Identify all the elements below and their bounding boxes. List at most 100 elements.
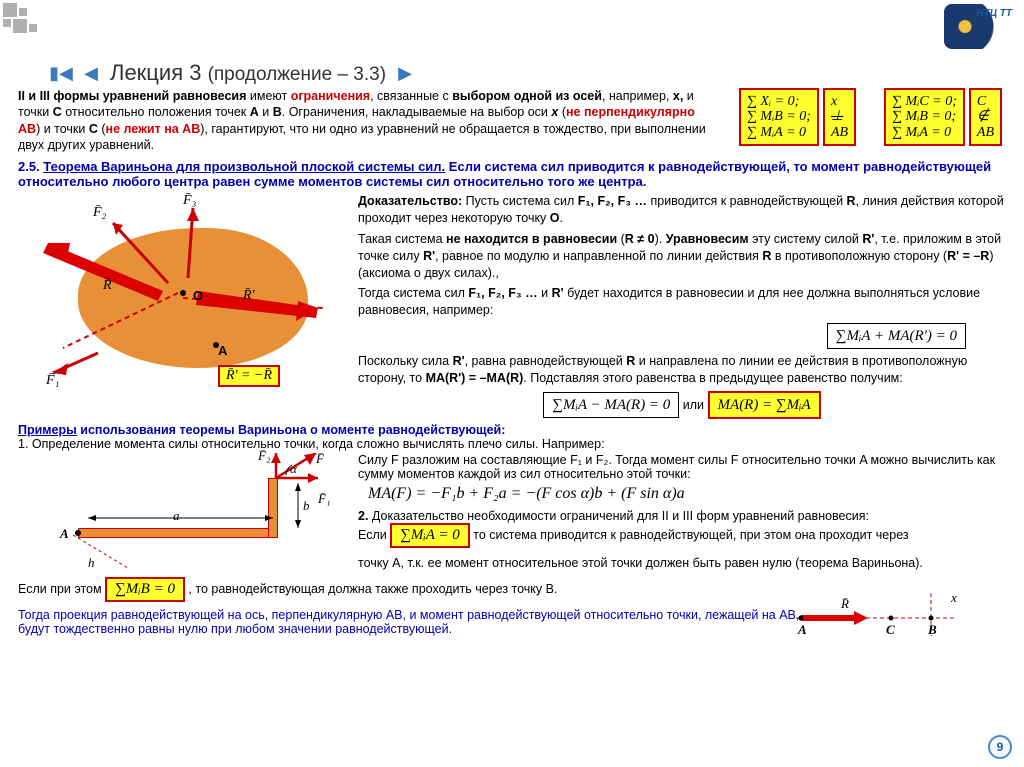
t: Теорема Вариньона для произвольной плоск…	[43, 159, 445, 174]
t: Примеры	[18, 423, 77, 437]
t: выбором одной из осей	[452, 89, 602, 103]
figure-beam: A a b h α F̄ F̄₁ F̄₂	[18, 453, 348, 573]
conclusion: Тогда проекция равнодействующей на ось, …	[18, 608, 818, 636]
vec-F: F̄	[316, 451, 324, 467]
t: теоремы Вариньона	[179, 423, 306, 437]
t: O	[550, 211, 560, 225]
logo	[944, 4, 1014, 49]
t: Тогда система сил	[358, 286, 468, 300]
pt-C: C	[886, 622, 895, 638]
t: и	[541, 286, 551, 300]
corner-decoration	[2, 2, 38, 34]
t: . Подставляя этого равенства в предыдуще…	[523, 371, 902, 385]
t: B	[273, 105, 282, 119]
t: о моменте равнодействующей:	[307, 423, 506, 437]
t: C	[89, 122, 98, 136]
t: , равное по модулю и направленной по лин…	[435, 249, 762, 263]
t: или	[679, 398, 707, 412]
t: Если при этом	[18, 582, 105, 596]
label-F1: F̄₁	[46, 373, 59, 389]
title-continuation: (продолжение – 3.3)	[208, 64, 386, 85]
t: R'	[423, 249, 435, 263]
t: ).	[655, 232, 666, 246]
example-1-heading: 1. Определение момента силы относительно…	[18, 437, 1006, 451]
t: 2.5.	[18, 159, 43, 174]
vec-R: R̄	[841, 596, 849, 612]
equation-mB: ∑MᵢB = 0	[105, 577, 185, 602]
nav-first-icon[interactable]: ▮◀	[50, 62, 72, 84]
t: в противоположную сторону (	[771, 249, 947, 263]
t: R'	[453, 354, 465, 368]
t: точку A, т.к. ее момент относительное эт…	[358, 556, 1006, 570]
theorem-heading: 2.5. Теорема Вариньона для произвольной …	[18, 159, 1006, 189]
dim-b: b	[303, 498, 310, 514]
vec-F1: F̄₁	[318, 491, 330, 507]
t: Пусть система сил	[466, 194, 578, 208]
t: относительно положения точек	[62, 105, 250, 119]
t: (	[617, 232, 625, 246]
equation-balance: ∑MᵢA + MA(R') = 0	[827, 323, 966, 349]
t: Поскольку сила	[358, 354, 453, 368]
equation-varignon: MA(R) = ∑MᵢA	[708, 391, 821, 419]
example-1-equation: MA(F) = −F₁b + F₂a = −(F cos α)b + (F si…	[368, 485, 1006, 503]
label-F3: F̄₃	[183, 193, 196, 209]
t: , равна равнодействующей	[465, 354, 627, 368]
pt-B: B	[928, 622, 937, 638]
t: не находится в равновесии	[446, 232, 617, 246]
t: . Ограничения, накладываемые на выбор ос…	[282, 105, 552, 119]
t: имеют	[246, 89, 290, 103]
t: F₁, F₂, F₃ …	[468, 286, 541, 300]
label-F2: F̄₂	[93, 205, 106, 221]
t: не лежит на AB	[106, 122, 201, 136]
t: приводится к равнодействующей	[647, 194, 847, 208]
pt-A: A	[798, 622, 807, 638]
t: R	[847, 194, 856, 208]
t: использования	[77, 423, 180, 437]
page-title: Лекция 3 (продолжение – 3.3)	[110, 60, 386, 86]
t: Доказательство:	[358, 194, 466, 208]
point-A: A	[60, 526, 69, 542]
axis-x: x	[951, 590, 957, 606]
label-R: R̄	[103, 278, 112, 294]
equation-mA: ∑MᵢA = 0	[390, 523, 470, 548]
t: Уравновесим	[666, 232, 749, 246]
t: 2.	[358, 509, 368, 523]
vec-F2: F̄₂	[258, 448, 270, 464]
figure-force-system: F̄₁ F̄₂ F̄₃ R̄ R̄' O A R̄' = −R̄	[18, 193, 348, 403]
label-Rprime: R̄'	[243, 288, 255, 304]
t: (	[558, 105, 566, 119]
nav-next-icon[interactable]: ▶	[394, 62, 416, 84]
figure-equation: R̄' = −R̄	[218, 365, 280, 387]
t: II и III формы уравнений равновесия	[18, 89, 246, 103]
t: , то равнодействующая должна также прохо…	[185, 582, 558, 596]
page-number: 9	[988, 735, 1012, 759]
dim-h: h	[88, 555, 95, 571]
t: , связанные с	[370, 89, 452, 103]
t: R'	[552, 286, 564, 300]
t: MA(R') = –MA(R)	[426, 371, 524, 385]
dim-a: a	[173, 508, 180, 524]
nav-prev-icon[interactable]: ◀	[80, 62, 102, 84]
t: F₁, F₂, F₃ …	[578, 194, 647, 208]
t: R' = –R	[947, 249, 989, 263]
t: A	[250, 105, 259, 119]
title-main: Лекция 3	[110, 60, 208, 85]
t: Если	[358, 528, 390, 542]
t: и	[259, 105, 273, 119]
t: ) и точки	[36, 122, 89, 136]
figure-line-AB: A C B R̄ x	[786, 588, 966, 638]
t: ограничения	[291, 89, 370, 103]
angle-alpha: α	[290, 461, 297, 477]
point-O: O	[193, 288, 203, 303]
t: x,	[673, 89, 683, 103]
t: R'	[862, 232, 874, 246]
t: Такая система	[358, 232, 446, 246]
t: (	[98, 122, 106, 136]
t: Доказательство необходимости ограничений…	[368, 509, 869, 523]
intro-paragraph: II и III формы уравнений равновесия имею…	[18, 88, 718, 153]
t: C	[53, 105, 62, 119]
t: R	[626, 354, 635, 368]
t: то система приводится к равнодействующей…	[470, 528, 909, 542]
example-1-text: Силу F разложим на составляющие F₁ и F₂.…	[358, 453, 1006, 481]
t: R ≠ 0	[625, 232, 655, 246]
